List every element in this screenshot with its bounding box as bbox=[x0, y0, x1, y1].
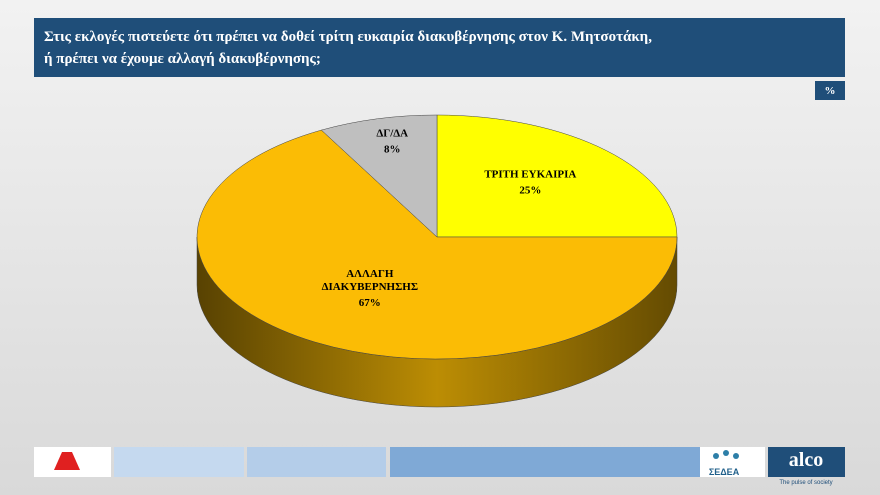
chart-title: Στις εκλογές πιστεύετε ότι πρέπει να δοθ… bbox=[44, 29, 652, 45]
logo bbox=[713, 453, 719, 459]
category-label: ΔΓ/ΔΑ bbox=[376, 127, 408, 139]
footer-box bbox=[247, 447, 386, 477]
slice bbox=[320, 114, 438, 238]
value-label: 8% bbox=[384, 143, 401, 155]
pollster-label: ΣΕΔΕΑ bbox=[709, 467, 740, 477]
footer-box bbox=[700, 447, 765, 477]
unit-label: % bbox=[825, 85, 836, 97]
footer: ΣΕΔΕΑ alco The pulse of society bbox=[34, 447, 845, 486]
value-label: 67% bbox=[359, 297, 381, 309]
tagline: The pulse of society bbox=[779, 480, 832, 486]
title-box bbox=[34, 18, 845, 77]
chart-title: ή πρέπει να έχουμε αλλαγή διακυβέρνησης; bbox=[44, 51, 321, 67]
label-line: ΔΙΑΚΥΒΕΡΝΗΣΗΣ bbox=[322, 281, 418, 293]
brand-label: alco bbox=[789, 449, 823, 471]
category-label: ΑΛΛΑΓΗ ΔΙΑΚΥΒΕΡΝΗΣΗΣ bbox=[322, 268, 418, 293]
logo bbox=[723, 450, 729, 456]
value-label: 25% bbox=[519, 185, 541, 197]
slice bbox=[436, 114, 678, 238]
footer-box bbox=[114, 447, 244, 477]
logo bbox=[733, 453, 739, 459]
footer-box bbox=[768, 447, 845, 477]
category-label: ΤΡΙΤΗ ΕΥΚΑΙΡΙΑ bbox=[484, 169, 576, 181]
pie: ΤΡΙΤΗ ΕΥΚΑΙΡΙΑ 25% ΑΛΛΑΓΗ ΔΙΑΚΥΒΕΡΝΗΣΗΣ 67% Δ… bbox=[196, 114, 678, 408]
slice bbox=[196, 129, 678, 360]
logo bbox=[54, 452, 80, 470]
unit-box bbox=[815, 81, 845, 100]
footer-box bbox=[390, 447, 700, 477]
label-line: ΑΛΛΑΓΗ bbox=[346, 268, 394, 280]
